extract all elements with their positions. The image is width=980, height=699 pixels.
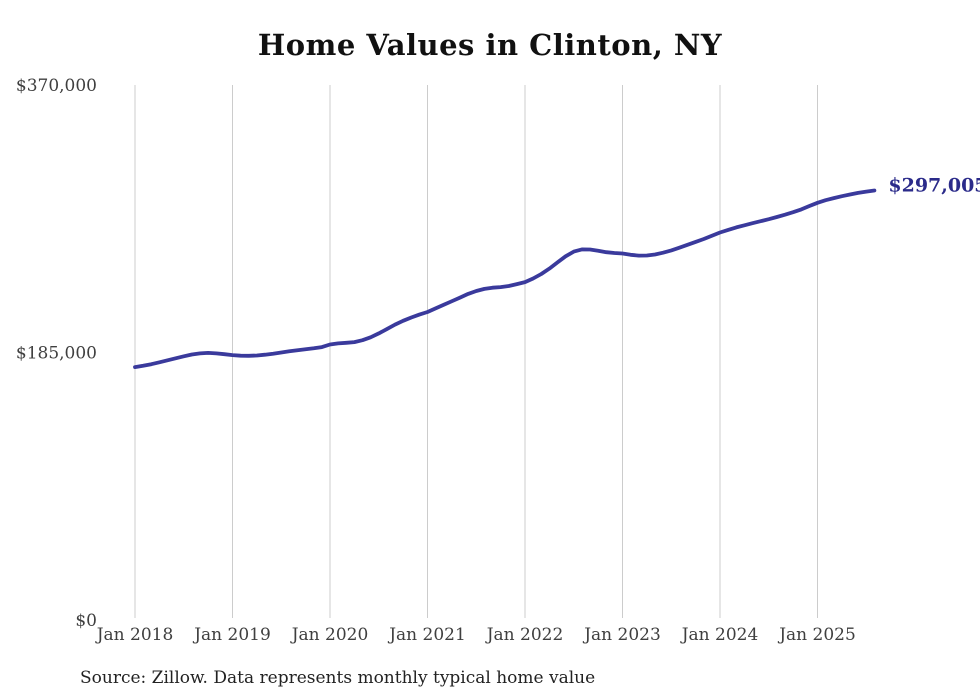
x-tick-label-jan-2022: Jan 2022 [485,625,564,645]
y-tick-label-0: $0 [75,611,97,631]
x-axis-tick-labels: Jan 2018 Jan 2019 Jan 2020 Jan 2021 Jan 2022… [95,625,856,645]
x-tick-label-jan-2025: Jan 2025 [777,625,856,645]
y-tick-label-185000: $185,000 [16,344,97,364]
x-tick-label-jan-2021: Jan 2021 [387,625,466,645]
y-axis-tick-labels: $0 $185,000 $370,000 [16,76,97,631]
x-tick-label-jan-2019: Jan 2019 [192,625,271,645]
chart-title: Home Values in Clinton, NY [257,28,723,62]
value-line-group [133,188,877,370]
end-value-label: $297,005 [888,175,980,197]
y-tick-label-370000: $370,000 [16,76,97,96]
source-note: Source: Zillow. Data represents monthly … [80,668,596,688]
home-value-line [133,188,877,370]
gridlines-group [134,85,818,618]
x-tick-label-jan-2024: Jan 2024 [680,625,759,645]
x-tick-label-jan-2023: Jan 2023 [582,625,661,645]
x-tick-label-jan-2018: Jan 2018 [95,625,174,645]
x-tick-label-jan-2020: Jan 2020 [290,625,369,645]
end-value-label-group: $297,005 [888,175,980,197]
